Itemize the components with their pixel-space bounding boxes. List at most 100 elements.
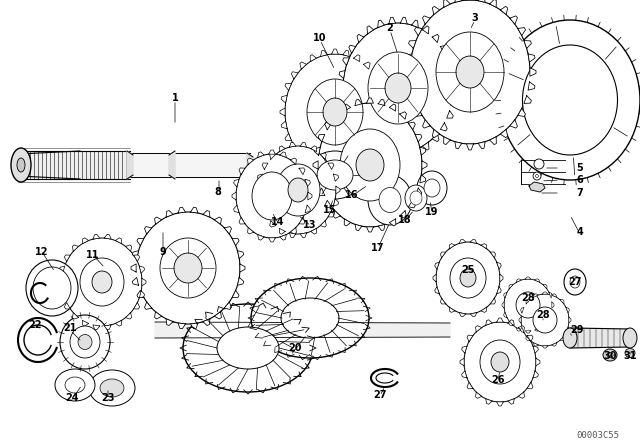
Polygon shape [72,313,79,319]
Polygon shape [476,392,482,398]
Polygon shape [178,207,186,213]
Polygon shape [422,16,430,24]
Polygon shape [367,26,374,34]
Polygon shape [279,228,285,234]
Polygon shape [343,168,349,174]
Polygon shape [470,239,477,243]
Polygon shape [481,307,487,312]
Polygon shape [285,83,291,90]
Polygon shape [518,108,525,116]
Polygon shape [534,279,540,282]
Polygon shape [449,307,455,312]
Polygon shape [324,122,332,129]
Text: 28: 28 [521,293,535,303]
Polygon shape [533,294,538,297]
Polygon shape [338,84,343,92]
Polygon shape [451,98,457,105]
Text: 6: 6 [576,175,583,185]
Text: 25: 25 [461,265,475,275]
Ellipse shape [276,164,320,216]
Polygon shape [378,134,385,141]
Polygon shape [214,312,221,319]
Ellipse shape [70,326,100,358]
Ellipse shape [424,179,440,197]
Polygon shape [536,358,540,366]
Polygon shape [280,152,286,157]
Polygon shape [328,163,334,169]
Ellipse shape [80,258,124,306]
Ellipse shape [456,56,484,88]
Polygon shape [527,335,533,342]
Polygon shape [528,54,535,62]
Polygon shape [300,142,307,147]
Polygon shape [440,123,447,131]
Polygon shape [527,382,533,389]
Text: 10: 10 [313,33,327,43]
Ellipse shape [343,23,453,153]
Polygon shape [525,331,531,333]
Polygon shape [569,317,571,323]
Polygon shape [404,68,410,76]
Polygon shape [534,327,540,331]
Polygon shape [460,358,464,366]
Polygon shape [509,321,513,326]
Ellipse shape [522,45,618,155]
Polygon shape [299,217,305,224]
Polygon shape [291,158,296,164]
Polygon shape [18,151,80,179]
Ellipse shape [340,129,400,201]
Ellipse shape [625,349,635,358]
Ellipse shape [417,171,447,205]
Polygon shape [137,238,144,246]
Ellipse shape [533,307,557,333]
Polygon shape [459,239,466,243]
Polygon shape [134,302,140,309]
Polygon shape [142,278,146,286]
Polygon shape [449,244,455,249]
Text: 31: 31 [623,351,637,361]
Polygon shape [389,104,396,111]
Ellipse shape [251,278,369,358]
Polygon shape [127,151,133,179]
Polygon shape [521,327,524,333]
Polygon shape [237,277,244,285]
Text: 17: 17 [371,243,385,253]
Polygon shape [349,123,356,131]
Polygon shape [344,104,351,111]
Polygon shape [435,287,439,294]
Ellipse shape [327,151,343,179]
Polygon shape [420,175,426,183]
Text: 11: 11 [86,250,100,260]
Polygon shape [318,188,324,196]
Ellipse shape [570,276,580,288]
Polygon shape [336,186,340,194]
Polygon shape [399,112,406,119]
Polygon shape [140,291,145,298]
Polygon shape [321,221,326,227]
Ellipse shape [516,292,540,318]
Polygon shape [234,179,239,187]
Polygon shape [524,95,531,103]
Polygon shape [415,27,422,35]
Polygon shape [378,99,385,106]
Text: 12: 12 [35,247,49,257]
Polygon shape [248,228,253,234]
Polygon shape [497,318,504,322]
Polygon shape [461,346,467,353]
Ellipse shape [65,377,85,393]
Polygon shape [203,319,210,326]
Polygon shape [299,168,305,175]
Polygon shape [432,134,439,142]
Polygon shape [500,6,508,15]
Polygon shape [339,98,345,105]
Polygon shape [313,161,318,169]
Polygon shape [543,284,547,289]
Polygon shape [497,287,501,294]
Polygon shape [451,70,457,78]
Text: 20: 20 [288,343,301,353]
Polygon shape [155,322,450,338]
Polygon shape [422,142,429,150]
Polygon shape [372,72,379,79]
Polygon shape [115,320,122,326]
Ellipse shape [564,269,586,295]
